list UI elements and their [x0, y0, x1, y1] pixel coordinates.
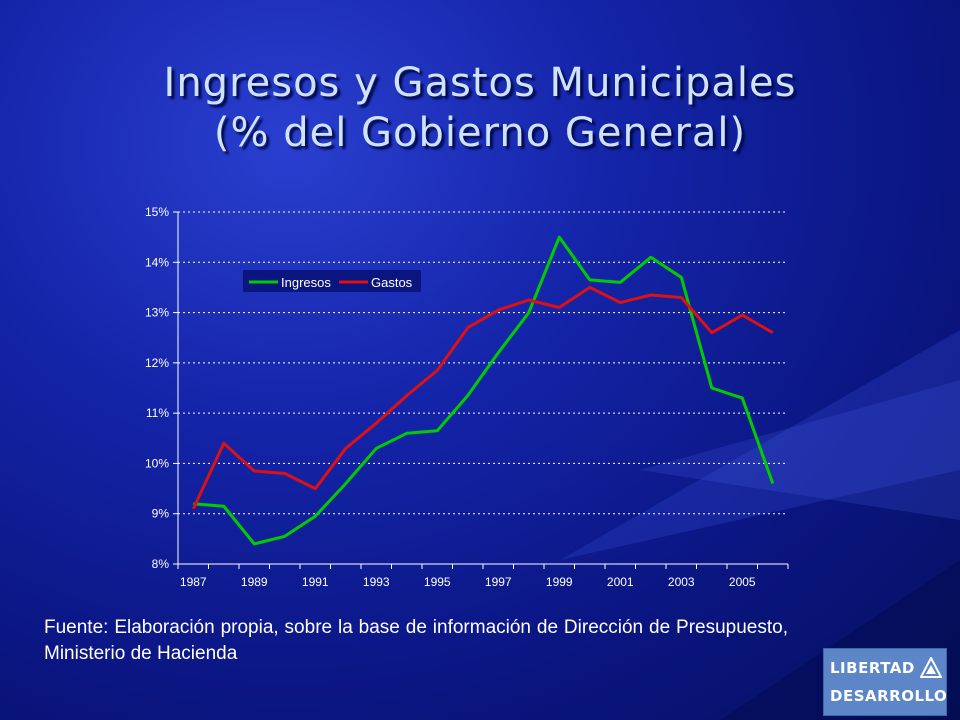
x-tick-label: 2005 [729, 575, 756, 589]
x-tick-label: 2003 [668, 575, 695, 589]
x-tick-label: 1987 [180, 575, 207, 589]
y-tick-label: 15% [145, 205, 169, 219]
logo-line-2: DESARROLLO [830, 687, 948, 705]
series-lines [191, 235, 775, 546]
legend-label-gastos: Gastos [371, 275, 413, 290]
legend-background [243, 270, 421, 292]
x-tick-label: 1995 [424, 575, 451, 589]
x-tick-label: 1993 [363, 575, 390, 589]
page-title: Ingresos y Gastos Municipales (% del Gob… [0, 58, 960, 158]
y-tick-labels: 15% 14% 13% 12% 11% 10% 9% 8% [145, 205, 178, 571]
axes [177, 212, 788, 565]
x-tick-label: 2001 [607, 575, 634, 589]
series-line-ingresos [193, 235, 775, 546]
libertad-desarrollo-logo: LIBERTAD DESARROLLO [823, 648, 947, 716]
y-tick-label: 12% [145, 356, 169, 370]
y-tick-label: 11% [146, 406, 169, 420]
y-tick-label: 8% [152, 557, 170, 571]
x-tick-label: 1999 [546, 575, 573, 589]
source-note: Fuente: Elaboración propia, sobre la bas… [44, 617, 788, 664]
y-tick-label: 10% [145, 456, 169, 470]
legend-label-ingresos: Ingresos [281, 275, 331, 290]
series-line-gastos [191, 285, 774, 510]
triangle-logo-icon [920, 657, 942, 678]
x-tick-label: 1997 [485, 575, 512, 589]
y-tick-label: 13% [145, 306, 169, 320]
x-tick-label: 1991 [302, 575, 329, 589]
title-line-1: Ingresos y Gastos Municipales [163, 60, 797, 106]
title-line-2: (% del Gobierno General) [213, 110, 747, 156]
x-tick-label: 1989 [241, 575, 268, 589]
y-tick-label: 14% [145, 255, 169, 269]
legend: Ingresos Gastos [243, 270, 421, 292]
y-tick-label: 9% [152, 507, 170, 521]
grid-lines [178, 211, 788, 515]
logo-line-1: LIBERTAD [830, 659, 915, 677]
x-tick-labels: 1987 1989 1991 1993 1995 1997 1999 2001 2003 2005 [177, 564, 789, 589]
